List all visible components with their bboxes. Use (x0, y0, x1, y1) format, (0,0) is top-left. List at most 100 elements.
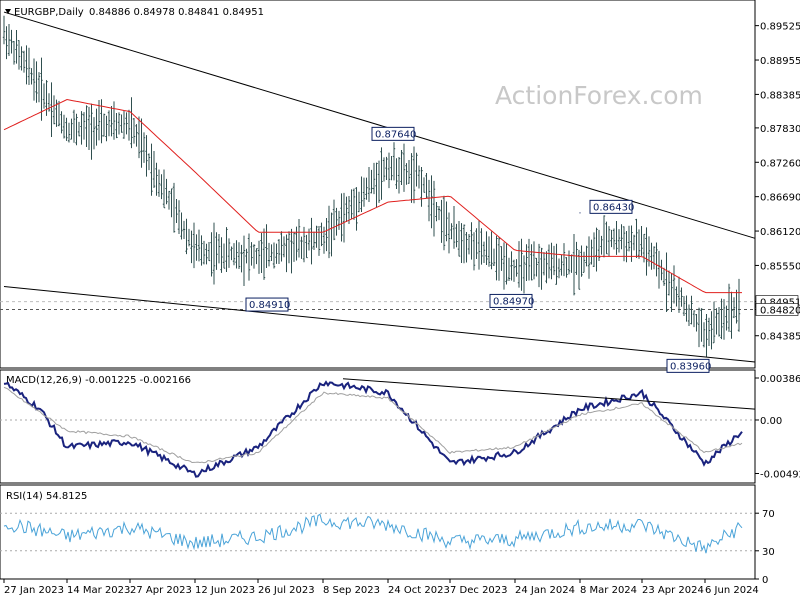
ohlc-bar (470, 222, 473, 260)
ohlc-bar (352, 188, 356, 220)
ohlc-bar (430, 175, 433, 229)
price-ytick-label: 0.87830 (760, 124, 800, 135)
ohlc-bar (555, 243, 558, 285)
ohlc-bar (372, 162, 376, 195)
ohlc-bar (20, 46, 23, 71)
annotation-box (666, 358, 710, 373)
ohlc-bar (75, 113, 78, 146)
ohlc-bar (260, 232, 263, 274)
ohlc-bar (527, 238, 531, 281)
ohlc-bar (620, 224, 623, 250)
x-tick-label: 8 Sep 2023 (323, 585, 380, 596)
x-tick-label: 23 Apr 2024 (642, 585, 704, 596)
ohlc-bar (87, 106, 91, 150)
ohlc-bar (187, 228, 191, 247)
ohlc-bar (235, 240, 238, 269)
ohlc-bar (662, 267, 666, 286)
ohlc-bar (462, 224, 466, 264)
ohlc-bar (450, 223, 453, 240)
ohlc-bar (332, 199, 336, 241)
price-panel-frame (0, 0, 756, 369)
ohlc-bar (257, 240, 261, 274)
annotation-box (489, 293, 533, 308)
ohlc-bar (245, 248, 248, 264)
ohlc-bar (122, 110, 126, 139)
ohlc-bar (250, 242, 253, 266)
ohlc-bar (262, 228, 266, 280)
ohlc-bar (685, 295, 688, 322)
price-ytick-label: 0.84820 (760, 305, 800, 316)
ohlc-bar (630, 225, 633, 262)
ohlc-bar (247, 233, 251, 281)
ohlc-bar (545, 251, 548, 284)
ohlc-bar (315, 225, 318, 248)
ohlc-bar (635, 218, 638, 258)
ohlc-bar (202, 240, 206, 265)
ohlc-bar (252, 244, 256, 269)
ohlc-bar (357, 191, 361, 213)
ohlc-bar (35, 61, 38, 103)
ohlc-bar (255, 248, 258, 265)
ohlc-bar (402, 143, 406, 192)
ohlc-bar (442, 195, 446, 251)
ohlc-bar (337, 210, 341, 230)
ohlc-bar (692, 310, 696, 328)
ohlc-bar (717, 307, 721, 337)
x-tick-label: 12 Jun 2023 (195, 585, 255, 596)
ohlc-bar (117, 112, 121, 135)
ohlc-bar (625, 230, 628, 263)
price-ytick-label: 0.88955 (760, 56, 800, 67)
ohlc-bar (435, 202, 438, 222)
ohlc-bar (125, 112, 128, 135)
ohlc-bar (195, 234, 198, 261)
ohlc-bar (160, 174, 163, 200)
ohlc-bar (457, 221, 461, 257)
ohlc-bar (275, 243, 278, 264)
ohlc-bar (32, 58, 36, 101)
ohlc-bar (550, 242, 553, 280)
collapse-triangle-icon[interactable] (5, 9, 11, 14)
price-ytick-label: 0.86120 (760, 227, 800, 238)
ohlc-bar (210, 232, 213, 277)
x-tick-label: 6 Jun 2024 (705, 585, 759, 596)
x-tick-label: 7 Dec 2023 (450, 585, 508, 596)
macd-label: MACD(12,26,9) -0.001225 -0.002166 (6, 375, 191, 386)
ohlc-bar (380, 147, 383, 200)
ohlc-bar (495, 235, 498, 281)
ohlc-bar (140, 118, 143, 168)
watermark: ActionForex.com (495, 81, 703, 110)
ohlc-bar (152, 151, 156, 189)
ohlc-bar (325, 218, 328, 252)
ohlc-bar (150, 143, 153, 196)
ohlc-values: 0.84886 0.84978 0.84841 0.84951 (89, 7, 264, 18)
ohlc-bar (677, 276, 681, 313)
ohlc-bar (647, 236, 651, 267)
rsi-ytick-label: 70 (762, 509, 775, 520)
price-ytick-label: 0.84951 (760, 298, 800, 309)
ohlc-bar (232, 243, 236, 266)
annotation-box (245, 297, 289, 312)
x-tick-label: 24 Jan 2024 (515, 585, 575, 596)
ohlc-bar (312, 231, 316, 250)
ohlc-bar (142, 132, 146, 163)
signal-line (3, 386, 743, 464)
ohlc-bar (42, 83, 46, 109)
ohlc-bar (467, 233, 471, 255)
ohlc-bar (212, 222, 216, 285)
ohlc-bar (660, 259, 663, 281)
ohlc-bar (7, 23, 11, 57)
ohlc-bar (12, 40, 16, 65)
ohlc-bar (397, 156, 401, 194)
ohlc-bar (730, 291, 733, 339)
ohlc-bar (70, 118, 73, 140)
ohlc-bar (177, 200, 181, 235)
ohlc-bar (320, 222, 323, 247)
ohlc-bar (675, 286, 678, 307)
ohlc-bar (330, 212, 333, 257)
ohlc-bar (580, 245, 583, 277)
ohlc-bar (597, 229, 601, 261)
ohlc-bar (290, 228, 293, 274)
ohlc-bar (110, 106, 113, 137)
ohlc-bar (612, 228, 616, 250)
